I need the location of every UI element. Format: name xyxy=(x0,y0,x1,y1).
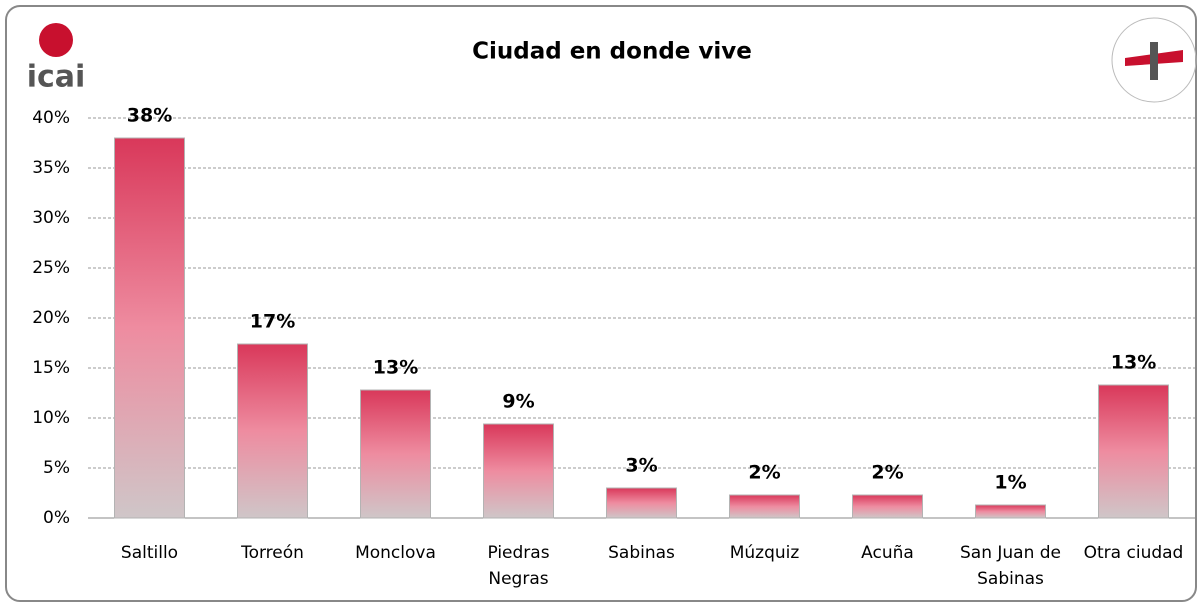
bar xyxy=(483,423,554,519)
data-label: 3% xyxy=(625,455,657,477)
y-tick-label: 0% xyxy=(43,508,70,528)
data-label: 13% xyxy=(373,357,418,379)
seal xyxy=(1111,17,1197,103)
bar xyxy=(360,389,431,519)
bar xyxy=(606,487,677,519)
logo: icai xyxy=(27,60,86,95)
y-tick-label: 15% xyxy=(32,358,70,378)
y-tick-label: 30% xyxy=(32,208,70,228)
x-tick-label: Múzquiz xyxy=(729,543,800,563)
y-tick-label: 25% xyxy=(32,258,70,278)
frame xyxy=(5,5,1197,602)
x-tick-label: Piedras Negras xyxy=(487,543,550,589)
logo-icon xyxy=(39,23,73,57)
x-tick-label: Otra ciudad xyxy=(1083,543,1184,563)
data-label: 9% xyxy=(502,391,534,413)
data-label: 2% xyxy=(748,462,780,484)
bar xyxy=(729,494,800,519)
bar xyxy=(237,343,308,519)
y-tick-label: 35% xyxy=(32,158,70,178)
data-label: 38% xyxy=(127,105,172,127)
data-label: 1% xyxy=(994,472,1026,494)
bar xyxy=(1098,384,1169,519)
x-tick-label: San Juan de Sabinas xyxy=(959,543,1062,589)
x-tick-label: Sabinas xyxy=(608,543,675,563)
bar xyxy=(114,137,185,519)
y-tick-label: 20% xyxy=(32,308,70,328)
data-label: 13% xyxy=(1111,352,1156,374)
x-tick-label: Acuña xyxy=(861,543,914,563)
bar xyxy=(975,504,1046,519)
x-tick-label: Saltillo xyxy=(120,543,179,563)
y-tick-label: 40% xyxy=(32,108,70,128)
x-tick-label: Monclova xyxy=(355,543,436,563)
y-tick-label: 10% xyxy=(32,408,70,428)
chart-title: Ciudad en donde vive xyxy=(472,39,752,65)
x-tick-label: Torreón xyxy=(241,543,304,563)
y-tick-label: 5% xyxy=(43,458,70,478)
data-label: 2% xyxy=(871,462,903,484)
bar xyxy=(852,494,923,519)
data-label: 17% xyxy=(250,311,295,333)
